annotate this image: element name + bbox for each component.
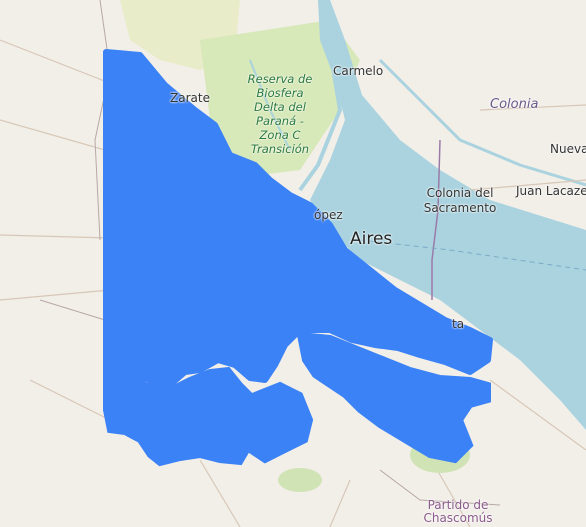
city-label-buenos-aires: Aires: [350, 229, 393, 249]
maritime-boundary: [431, 139, 441, 300]
coverage-overlay: [103, 49, 493, 467]
coverage-main-region: [103, 49, 493, 388]
district-label-chascomus: Partido de Chascomús: [423, 498, 493, 525]
city-label-colonia-del-sacramento: Colonia del Sacramento: [423, 186, 497, 215]
delta-wetland-area: [200, 20, 360, 175]
boundaries: [39, 0, 501, 506]
city-label-juan-lacaze: Juan Lacaze: [516, 184, 586, 198]
coastline: [378, 58, 586, 187]
city-label-nueva: Nueva: [550, 142, 586, 156]
uruguay-land: [345, 0, 586, 200]
province-label-colonia: Colonia: [490, 97, 539, 112]
city-label-lopez: ópez: [314, 208, 343, 222]
city-label-la-plata: ta: [452, 317, 465, 331]
city-label-zarate: Zarate: [170, 91, 210, 105]
coverage-mid-lobe: [246, 381, 314, 464]
coverage-south-lobe: [103, 354, 266, 467]
parana-river: [298, 0, 343, 192]
river-plate-water: [310, 0, 586, 430]
ferry-route: [359, 239, 586, 271]
park-area: [278, 468, 322, 492]
reserve-label: Reserva de Biosfera Delta del Paraná - Z…: [247, 72, 313, 156]
river-branch: [249, 59, 291, 151]
coverage-southeast-lobe: [296, 331, 491, 464]
city-label-carmelo: Carmelo: [333, 64, 384, 78]
